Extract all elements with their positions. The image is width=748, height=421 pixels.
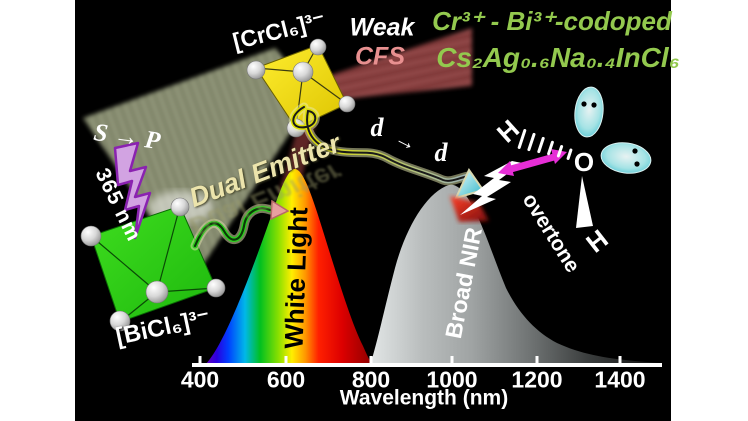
dual-emitter-beam — [83, 48, 315, 280]
d-to-d-right: d — [434, 138, 448, 167]
hashed-bond — [517, 129, 573, 160]
white-light-wavy-arrow — [190, 203, 275, 251]
wedge-bond — [576, 176, 593, 228]
tick-600: 600 — [266, 366, 306, 393]
title-line2: Cs₂Ag₀.₆Na₀.₄InCl₆ — [436, 42, 680, 73]
tick-800: 800 — [351, 366, 391, 393]
bicl6-octahedron — [80, 197, 226, 332]
tick-1200: 1200 — [511, 366, 563, 393]
white-light-label: White Light — [278, 206, 314, 350]
nir-wavy-arrow — [288, 102, 474, 186]
weak-label: Weak — [349, 13, 415, 42]
broad-nir-peak — [370, 184, 660, 365]
overtone-lightning-bolt — [460, 161, 522, 215]
title-line1: Cr³⁺ - Bi³⁺-codoped — [432, 6, 672, 36]
x-axis-ticks — [198, 356, 622, 363]
stretch-double-arrow — [498, 149, 567, 176]
lone-pair-top — [574, 86, 604, 138]
tick-1400: 1400 — [594, 366, 646, 393]
cfs-label: CFS — [355, 42, 405, 71]
x-axis-line — [192, 363, 662, 367]
white-light-peak — [205, 169, 373, 365]
tick-1000: 1000 — [426, 366, 478, 393]
teal-arrowhead — [454, 168, 485, 200]
pink-arrowhead — [270, 199, 290, 221]
x-axis-title: Wavelength (nm) — [339, 386, 509, 410]
tick-400: 400 — [180, 366, 220, 393]
oxygen-label: O — [573, 147, 595, 177]
water-molecule — [517, 86, 652, 228]
weak-cfs-beam — [328, 28, 472, 100]
lone-pair-right — [600, 142, 652, 174]
uv-lightning-bolt — [113, 141, 152, 240]
crcl6-octahedron — [246, 38, 356, 138]
figure-graphics — [80, 28, 662, 367]
d-to-d-left: d — [370, 113, 384, 142]
black-canvas: Cr³⁺ - Bi³⁺-codoped Cs₂Ag₀.₆Na₀.₄InCl₆ [… — [75, 0, 680, 421]
